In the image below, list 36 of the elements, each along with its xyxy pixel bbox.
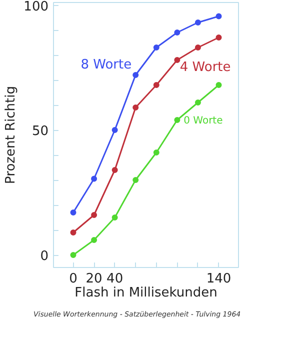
- x-tick-label: 0: [69, 272, 78, 286]
- point: [132, 72, 139, 78]
- series-label: 0 Worte: [184, 116, 223, 126]
- x-axis-title: Flash in Millisekunden: [74, 286, 218, 300]
- point: [194, 44, 201, 50]
- point: [153, 44, 160, 50]
- point: [174, 57, 180, 63]
- point: [216, 82, 222, 88]
- point: [194, 100, 201, 106]
- point: [112, 214, 118, 220]
- point: [153, 82, 160, 88]
- x-tick-label: 140: [206, 272, 232, 286]
- point: [112, 167, 118, 173]
- point: [153, 150, 160, 156]
- series-label: 8 Worte: [80, 58, 132, 72]
- point: [216, 13, 222, 20]
- point: [70, 252, 76, 258]
- y-tick-label: 100: [24, 0, 49, 14]
- point: [132, 104, 139, 110]
- point: [91, 237, 98, 243]
- point: [91, 212, 98, 218]
- series-label: 4 Worte: [180, 60, 231, 75]
- point: [194, 20, 201, 26]
- y-tick-label: 0: [40, 249, 49, 264]
- point: [112, 127, 118, 133]
- point: [70, 230, 76, 236]
- point: [91, 176, 98, 182]
- y-axis-title: Prozent Richtig: [4, 86, 19, 184]
- x-tick-label: 20: [86, 272, 102, 286]
- x-tick-label: 40: [106, 272, 124, 286]
- point: [70, 210, 76, 216]
- y-tick-label: 50: [32, 124, 49, 139]
- point: [174, 117, 180, 123]
- point: [132, 177, 139, 183]
- point: [216, 34, 222, 40]
- point: [174, 30, 180, 36]
